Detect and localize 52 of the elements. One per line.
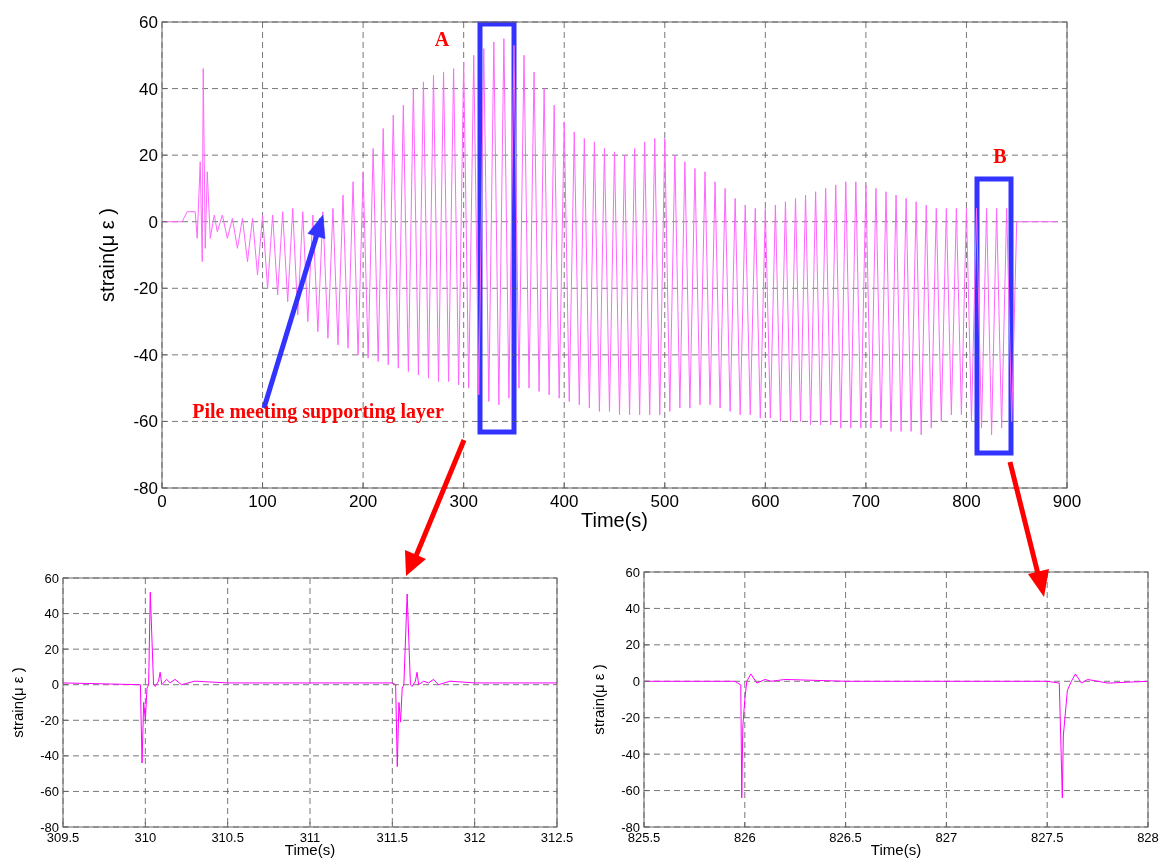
x-tick-label: 311.5	[376, 830, 409, 845]
annotation: B	[993, 145, 1007, 167]
x-tick-label: 826.5	[829, 830, 862, 845]
x-tick-label: 827.5	[1030, 830, 1064, 845]
y-tick-label: 40	[139, 79, 158, 99]
x-tick-label: 827	[935, 830, 958, 845]
x-tick-label: 900	[1052, 492, 1082, 511]
y-tick-label: -60	[40, 783, 59, 799]
y-tick-label: 0	[148, 212, 158, 232]
x-tick-label: 100	[248, 492, 277, 511]
annotation: Pile meeting supporting layer	[192, 400, 444, 423]
x-tick-label: 700	[851, 492, 881, 511]
y-tick-label: 40	[625, 600, 640, 616]
y-axis-title: strain(μ ε )	[9, 667, 26, 738]
x-tick-label: 200	[348, 492, 378, 511]
y-tick-label: -40	[621, 746, 640, 762]
y-tick-label: -20	[133, 279, 158, 299]
x-tick-label: 800	[952, 492, 981, 511]
x-tick-label: 309.5	[46, 830, 80, 845]
x-axis-title: Time(s)	[870, 841, 922, 858]
x-axis-title: Time(s)	[580, 509, 649, 531]
annotation: A	[434, 28, 450, 50]
x-tick-label: 312	[463, 830, 486, 845]
y-tick-label: 60	[139, 12, 158, 32]
y-tick-label: -40	[40, 748, 59, 764]
y-tick-label: 20	[44, 641, 59, 657]
y-axis-title: strain(μ ε )	[590, 664, 607, 735]
y-tick-label: -60	[133, 412, 158, 432]
y-tick-label: 20	[625, 637, 640, 653]
x-tick-label: 310	[134, 830, 157, 845]
x-tick-label: 300	[449, 492, 478, 511]
y-tick-label: 0	[632, 673, 640, 689]
y-tick-label: -40	[133, 345, 158, 365]
y-tick-label: -80	[133, 478, 158, 498]
y-tick-label: 40	[44, 606, 59, 622]
y-tick-label: 20	[139, 146, 158, 166]
x-tick-label: 825.5	[627, 830, 661, 845]
x-tick-label: 600	[751, 492, 780, 511]
x-tick-label: 500	[650, 492, 679, 511]
line-series	[62, 591, 558, 768]
y-tick-label: -20	[40, 712, 59, 728]
y-tick-label: -20	[621, 710, 640, 726]
y-axis-title: strain(μ ε )	[96, 208, 118, 302]
x-tick-label: 826	[733, 830, 756, 845]
x-tick-label: 828	[1137, 830, 1159, 845]
x-tick-label: 400	[550, 492, 579, 511]
x-tick-label: 310.5	[211, 830, 244, 845]
y-tick-label: 60	[44, 570, 59, 586]
y-tick-label: 0	[51, 677, 59, 693]
y-tick-label: 60	[625, 564, 640, 580]
x-tick-label: 312.5	[540, 830, 574, 845]
y-tick-label: -60	[621, 783, 640, 799]
